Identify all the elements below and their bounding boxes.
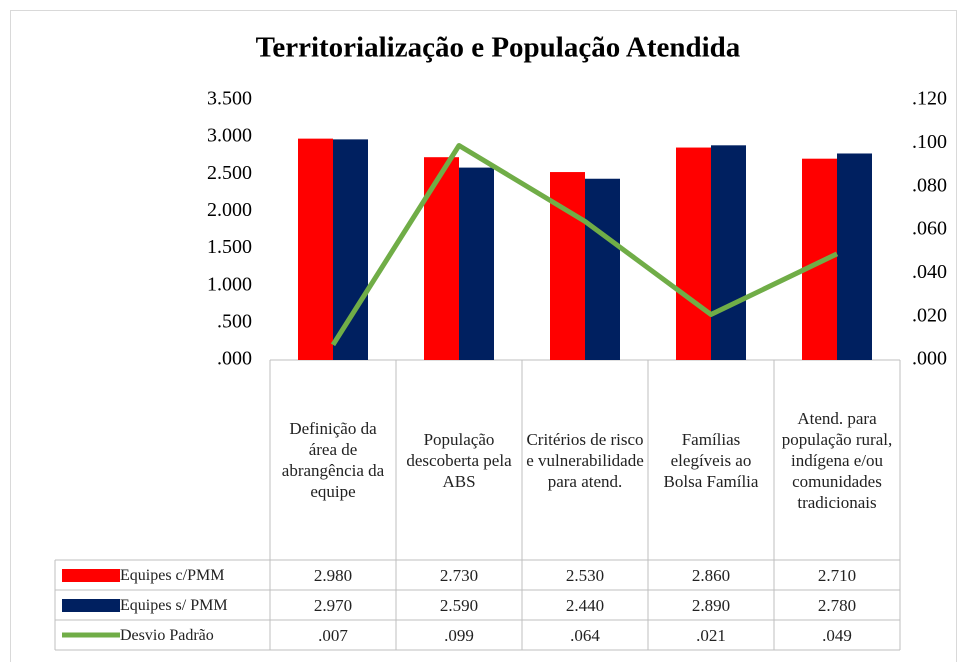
table-value: 2.890	[691, 595, 731, 615]
table-value: .007	[318, 625, 348, 645]
table-value: 2.730	[439, 565, 479, 585]
x-tick-label: Atend. para população rural, indígena e/…	[781, 408, 893, 512]
table-value: 2.780	[817, 595, 857, 615]
y-tick-label: 2.500	[207, 162, 252, 184]
y2-tick-label: .060	[912, 218, 947, 240]
x-tick-label: Critérios de risco e vulnerabilidade par…	[526, 429, 644, 491]
bar	[298, 138, 333, 360]
bar	[424, 157, 459, 360]
y-tick-label: 3.000	[207, 125, 252, 147]
legend-label: Desvio Padrão	[120, 626, 214, 644]
y-tick-label: .000	[217, 348, 252, 370]
y-tick-label: 3.500	[207, 88, 252, 110]
table-value: .021	[696, 625, 726, 645]
chart-border	[10, 10, 957, 662]
legend-label: Equipes c/PMM	[120, 566, 225, 584]
bar	[711, 145, 746, 360]
y2-tick-label: .120	[912, 88, 947, 110]
table-value: 2.710	[817, 565, 857, 585]
y2-tick-label: .040	[912, 261, 947, 283]
bar	[802, 158, 837, 360]
table-value: 2.860	[691, 565, 731, 585]
line-series	[330, 143, 839, 347]
table-value: 2.980	[313, 565, 353, 585]
x-tick-label: Definição da área de abrangência da equi…	[281, 419, 385, 501]
y2-tick-label: .000	[912, 348, 947, 370]
y2-tick-label: .020	[912, 304, 947, 326]
y-tick-label: 2.000	[207, 199, 252, 221]
table-value: 2.970	[313, 595, 353, 615]
bar	[459, 167, 494, 360]
table-value: .049	[822, 625, 852, 645]
bar	[585, 178, 620, 360]
bar	[550, 172, 585, 360]
bar	[837, 153, 872, 360]
table-value: .064	[570, 625, 600, 645]
x-tick-label: Famílias elegíveis ao Bolsa Família	[663, 429, 759, 491]
chart-title: Territorialização e População Atendida	[256, 32, 741, 64]
bar	[333, 139, 368, 360]
legend-swatch	[62, 599, 120, 612]
legend-label: Equipes s/ PMM	[120, 596, 228, 614]
table-value: .099	[444, 625, 474, 645]
x-tick-label: População descoberta pela ABS	[406, 429, 512, 491]
y-tick-label: .500	[217, 310, 252, 332]
y-tick-label: 1.500	[207, 236, 252, 258]
y2-tick-label: .080	[912, 174, 947, 196]
table-value: 2.440	[565, 595, 605, 615]
table-value: 2.590	[439, 595, 479, 615]
y-tick-label: 1.000	[207, 273, 252, 295]
legend-swatch	[62, 569, 120, 582]
table-value: 2.530	[565, 565, 605, 585]
y2-tick-label: .100	[912, 131, 947, 153]
bar	[676, 147, 711, 360]
